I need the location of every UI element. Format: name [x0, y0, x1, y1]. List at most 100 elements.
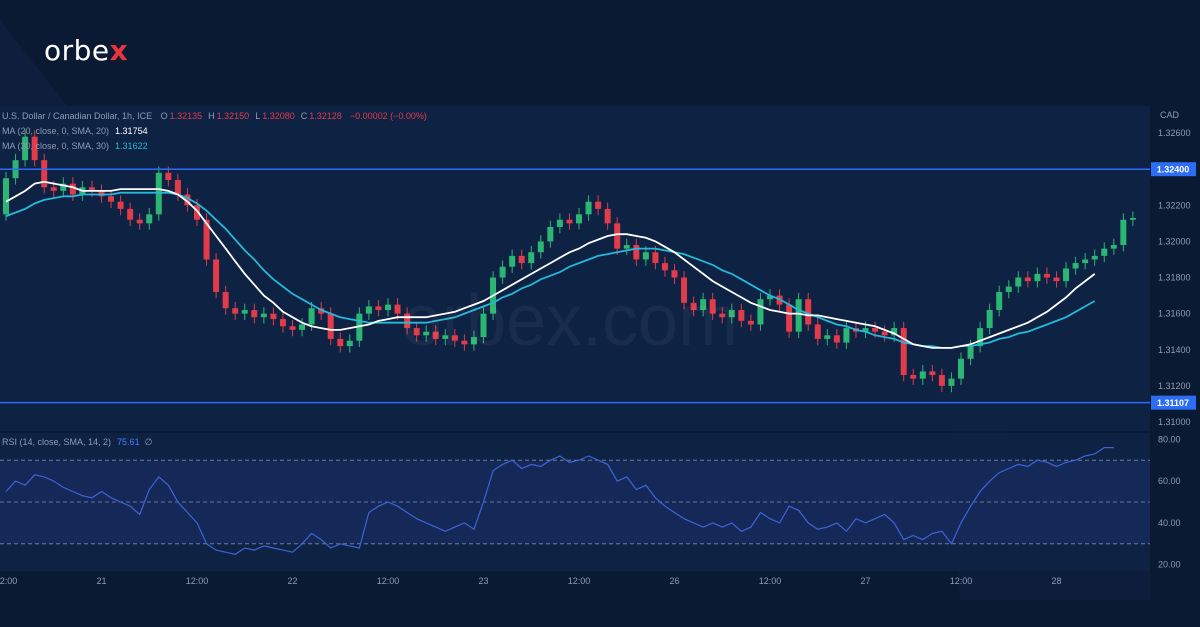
candle	[681, 271, 688, 310]
candle-body	[757, 299, 764, 325]
candle	[576, 208, 582, 230]
candle	[652, 245, 659, 270]
candle-body	[413, 328, 420, 336]
candle-body	[385, 304, 391, 311]
candle	[385, 298, 391, 317]
candle-body	[289, 326, 296, 330]
candle-body	[232, 308, 239, 314]
candle-body	[365, 306, 372, 314]
candle-body	[833, 335, 840, 343]
candle	[213, 253, 220, 299]
candle-body	[222, 291, 229, 309]
candle-body	[1015, 277, 1022, 287]
candle-body	[690, 302, 697, 311]
candle-body	[442, 335, 449, 339]
ohlc-value: 1.32135	[169, 111, 203, 121]
candle	[1024, 271, 1031, 288]
candle-body	[795, 299, 802, 332]
candle-body	[194, 205, 200, 220]
candle	[709, 292, 716, 320]
candle	[996, 285, 1003, 317]
candle	[633, 238, 640, 266]
ohlc-key: O	[160, 111, 168, 121]
time-tick-label: 12:00	[377, 576, 400, 586]
candle	[690, 296, 697, 317]
candle-body	[337, 338, 344, 347]
candle-body	[327, 313, 334, 339]
candle	[747, 314, 754, 331]
ma20-value: 1.31754	[115, 126, 148, 136]
candle	[929, 365, 936, 382]
candle	[1005, 280, 1012, 299]
candle-body	[1101, 248, 1108, 256]
ma30-value: 1.31622	[115, 141, 148, 151]
candle	[814, 318, 821, 346]
candle	[184, 188, 191, 212]
candle	[451, 328, 458, 348]
candle-body	[1005, 286, 1012, 292]
candle-body	[480, 313, 487, 338]
candle	[900, 321, 907, 382]
candle-body	[346, 340, 353, 347]
candle-body	[50, 187, 57, 191]
ma30-label: MA (30, close, 0, SMA, 30)	[2, 141, 110, 151]
candle-body	[260, 313, 267, 318]
candle	[528, 245, 535, 270]
candle	[1110, 238, 1117, 255]
candle-body	[977, 328, 984, 347]
candle-body	[843, 328, 850, 343]
candle	[375, 300, 382, 317]
candle-body	[1082, 259, 1089, 264]
candle-body	[528, 252, 535, 264]
candle-body	[948, 378, 955, 386]
candle	[833, 328, 840, 349]
candle	[566, 213, 573, 230]
ohlc-value: 1.32150	[216, 111, 250, 121]
candle	[279, 312, 286, 333]
candle-body	[728, 310, 735, 318]
candle	[299, 318, 306, 337]
price-tick-label: 1.31000	[1158, 417, 1191, 427]
rsi-extra: ∅	[144, 437, 153, 447]
candle-body	[967, 346, 974, 359]
candle-body	[604, 208, 611, 224]
candle	[432, 325, 439, 346]
candle-body	[3, 178, 9, 215]
candle	[1120, 213, 1127, 252]
candle-body	[308, 308, 315, 325]
candle-body	[174, 180, 181, 195]
time-tick-label: 26	[669, 576, 679, 586]
candle	[614, 217, 621, 255]
candle-body	[136, 219, 143, 224]
candle-body	[747, 320, 754, 325]
candle-body	[958, 358, 964, 379]
candle	[127, 202, 134, 227]
candle	[1072, 256, 1079, 275]
candle-body	[719, 313, 726, 318]
rsi-tick-label: 80.00	[1158, 434, 1181, 444]
candle-body	[862, 328, 869, 332]
ma30-legend[interactable]: MA (30, close, 0, SMA, 30) 1.31622	[2, 141, 148, 151]
candle-body	[652, 252, 659, 264]
candle	[824, 328, 831, 346]
ma20-legend[interactable]: MA (20, close, 0, SMA, 20) 1.31754	[2, 126, 148, 136]
time-tick-label: 12:00	[0, 576, 17, 586]
candle-body	[518, 255, 525, 264]
candle	[958, 352, 964, 385]
candle-body	[60, 183, 67, 191]
logo-text: orbe	[44, 34, 110, 67]
candle-body	[872, 328, 879, 332]
ma20-label: MA (20, close, 0, SMA, 20)	[2, 126, 110, 136]
candle-body	[547, 226, 554, 242]
candle-body	[98, 190, 105, 197]
bg-shape-left	[0, 20, 70, 110]
candle-body	[919, 371, 926, 379]
candle-body	[1043, 273, 1050, 278]
candle	[757, 292, 764, 331]
rsi-legend[interactable]: RSI (14, close, SMA, 14, 2) 75.61 ∅	[2, 437, 152, 448]
candle	[728, 303, 735, 324]
candle	[1082, 253, 1089, 270]
price-plot	[0, 130, 1150, 404]
candle-body	[31, 136, 38, 161]
rsi-tick-label: 60.00	[1158, 476, 1181, 486]
